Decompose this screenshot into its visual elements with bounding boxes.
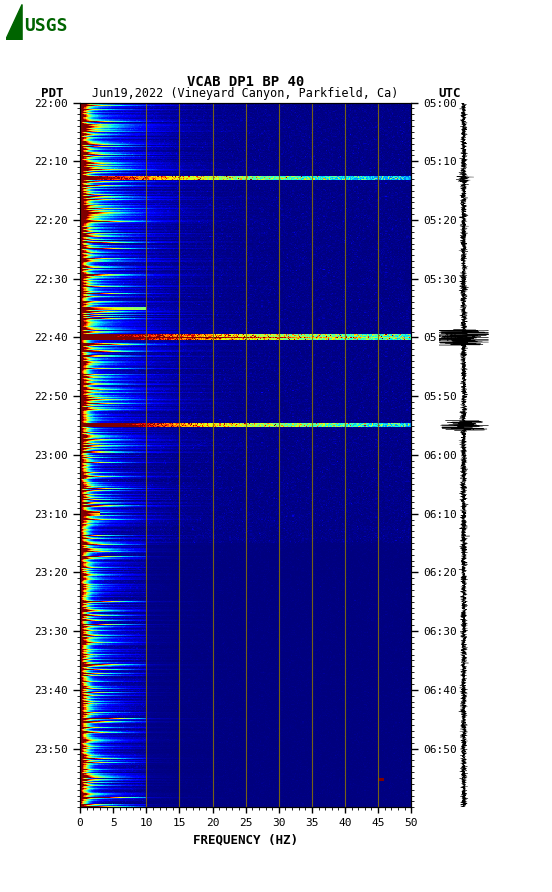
Text: Jun19,2022 (Vineyard Canyon, Parkfield, Ca): Jun19,2022 (Vineyard Canyon, Parkfield, …: [92, 87, 399, 100]
Text: USGS: USGS: [24, 17, 67, 35]
Text: UTC: UTC: [439, 87, 461, 100]
Polygon shape: [6, 4, 22, 40]
X-axis label: FREQUENCY (HZ): FREQUENCY (HZ): [193, 833, 298, 847]
Text: VCAB DP1 BP 40: VCAB DP1 BP 40: [187, 75, 304, 89]
Text: PDT: PDT: [41, 87, 64, 100]
